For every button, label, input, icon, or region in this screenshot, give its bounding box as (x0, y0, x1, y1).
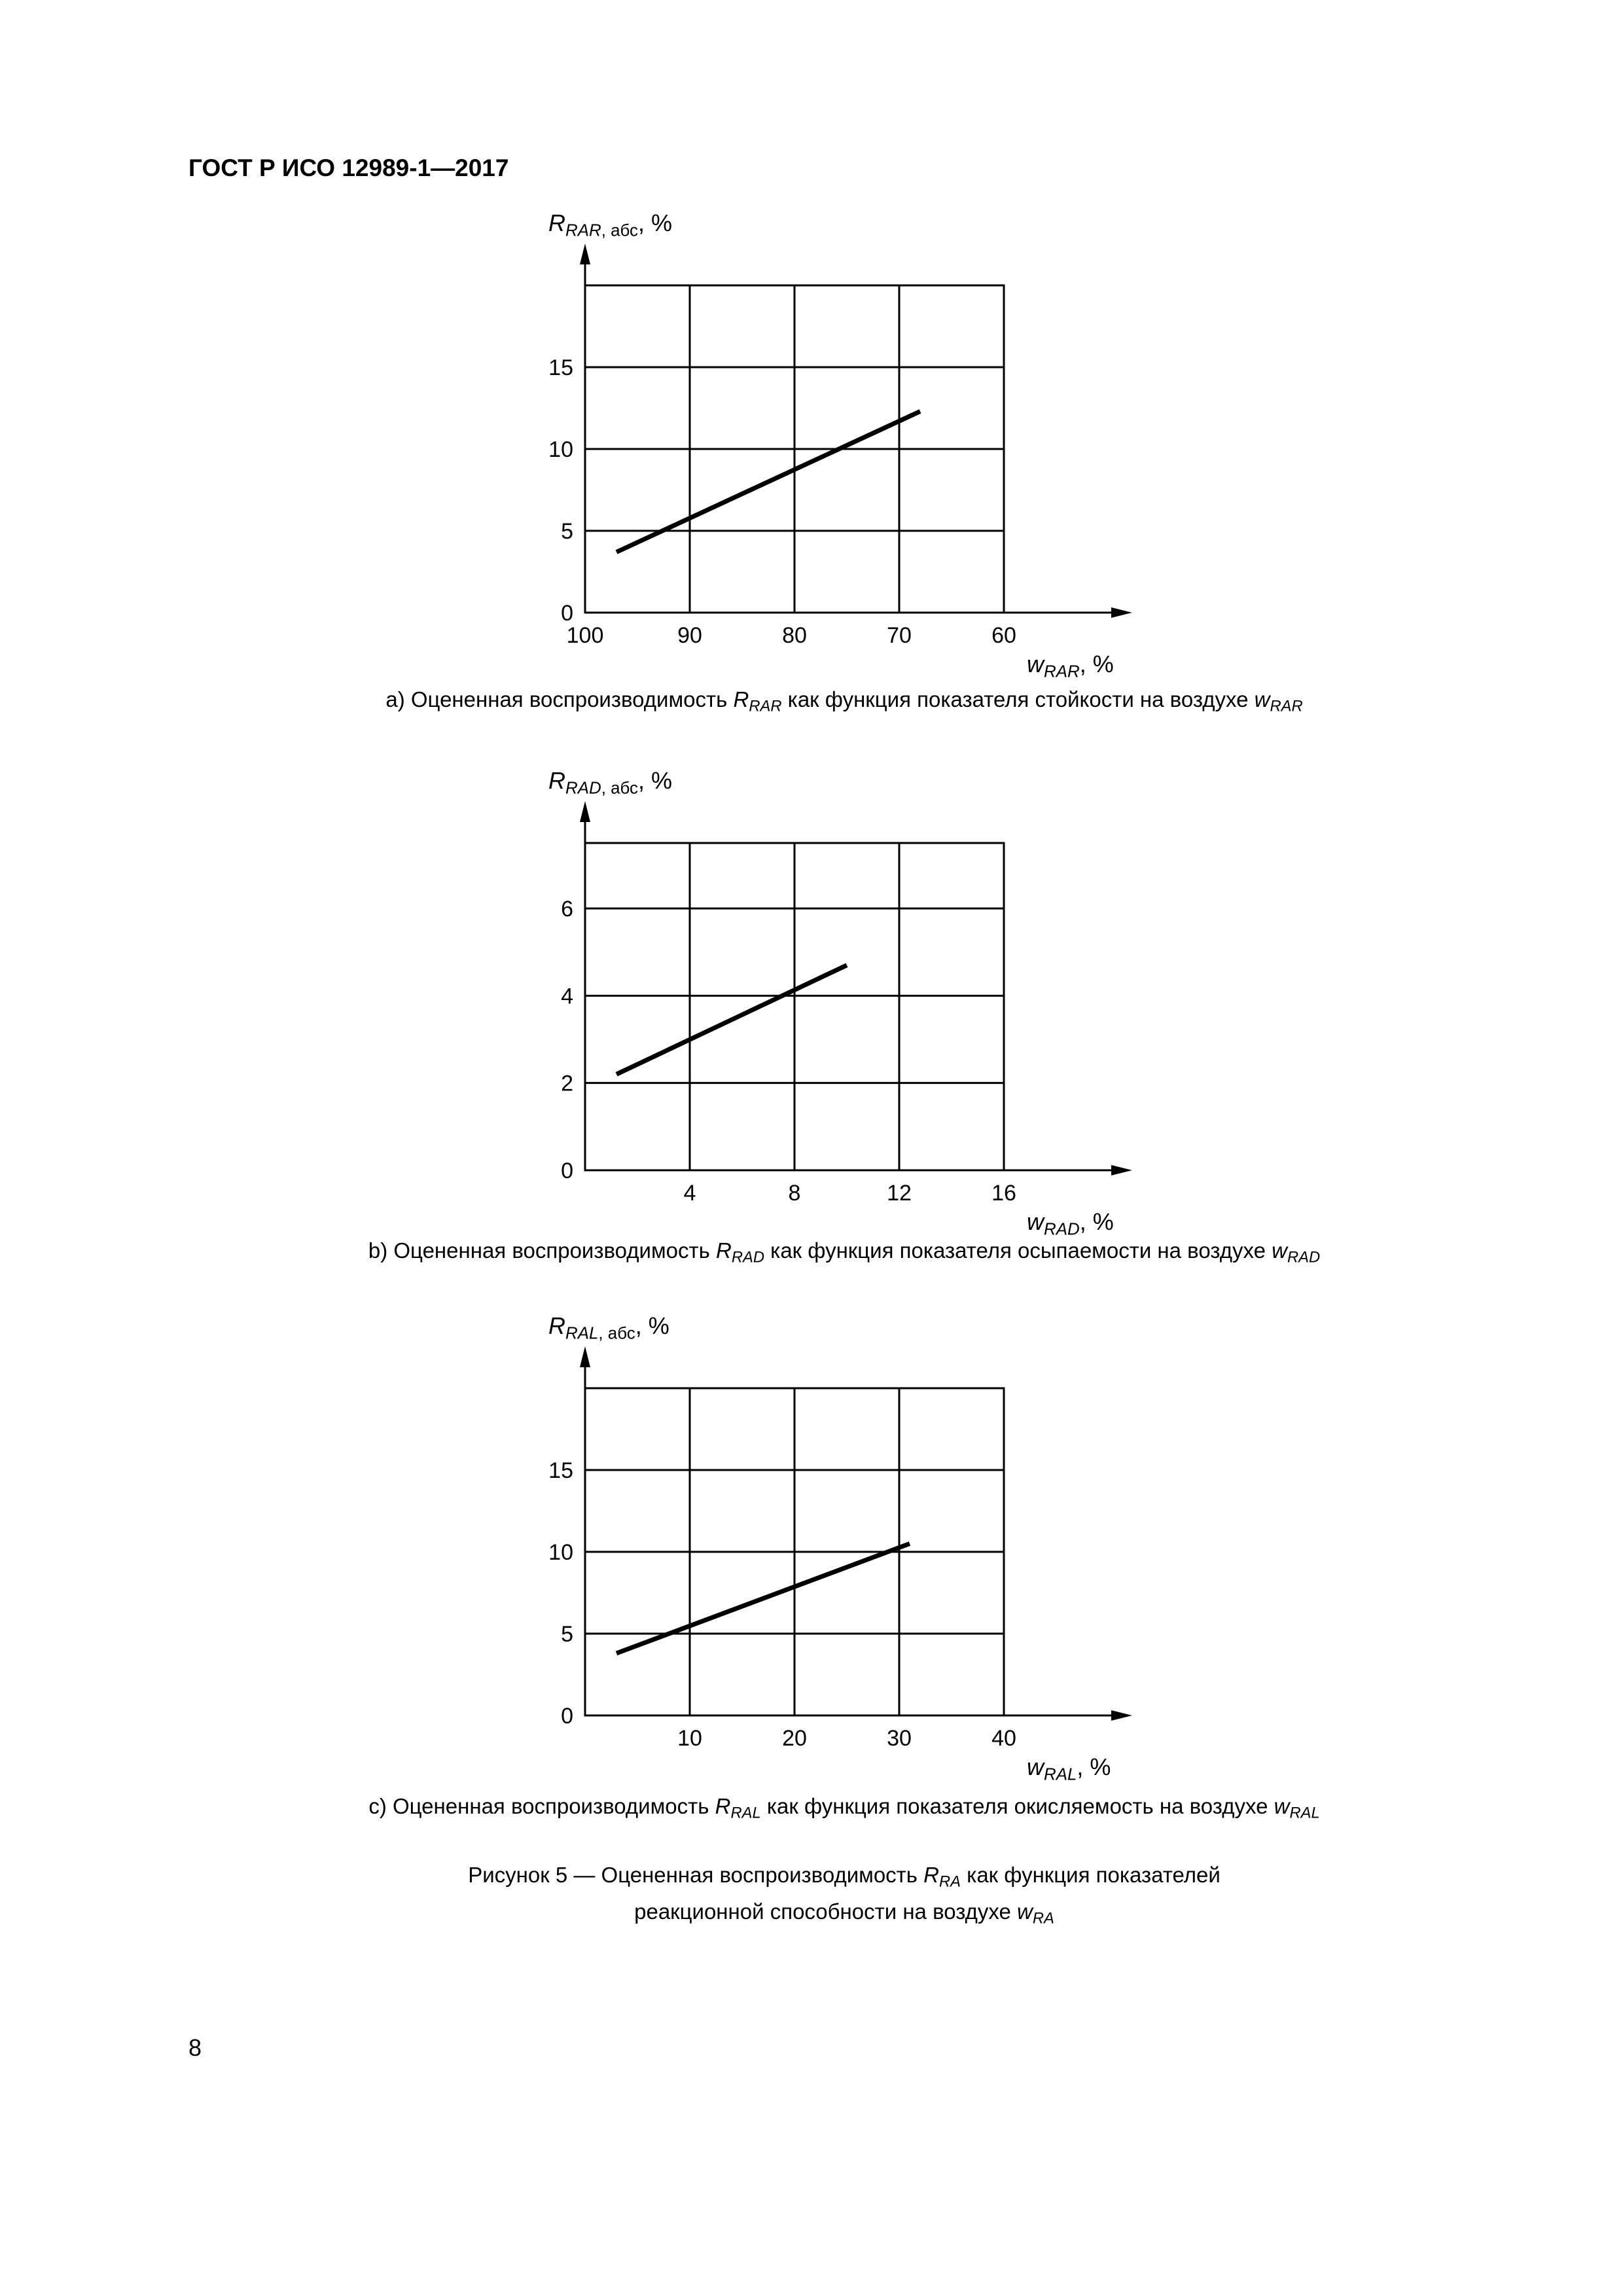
y-tick-label: 15 (548, 1458, 573, 1483)
x-tick-label: 30 (887, 1726, 912, 1751)
standard-header: ГОСТ Р ИСО 12989-1—2017 (188, 154, 509, 181)
chart-b-plot: 4 8 12 16 0 2 4 6 (561, 801, 1132, 1206)
chart-a-y-axis-label: RRAR, абс, % (548, 209, 673, 240)
x-tick-label: 80 (782, 623, 807, 648)
y-tick-label: 0 (561, 1158, 573, 1183)
chart-c-x-axis-label: wRAL, % (1027, 1753, 1111, 1784)
y-tick-label: 2 (561, 1071, 573, 1096)
x-tick-label: 4 (684, 1181, 696, 1206)
x-tick-label: 60 (991, 623, 1016, 648)
caption-chart-a: a) Оцененная воспроизводимость RRAR как … (385, 687, 1303, 715)
data-line (615, 1541, 911, 1656)
y-tick-label: 0 (561, 1704, 573, 1729)
y-tick-label: 5 (561, 1622, 573, 1647)
x-tick-label: 16 (991, 1181, 1016, 1206)
x-axis-arrow-icon (1111, 607, 1132, 618)
y-tick-label: 6 (561, 897, 573, 922)
x-axis-arrow-icon (1111, 1710, 1132, 1721)
caption-chart-b: b) Оцененная воспроизводимость RRAD как … (368, 1238, 1321, 1266)
chart-a: RRAR, абс, % 100 90 80 70 60 0 5 10 15 wRAR, % (507, 209, 1168, 680)
y-axis-arrow-icon (580, 801, 590, 822)
x-tick-label: 10 (677, 1726, 702, 1751)
y-tick-label: 15 (548, 355, 573, 380)
chart-b-x-axis-label: wRAD, % (1027, 1208, 1114, 1239)
chart-c-plot: 10 20 30 40 0 5 10 15 (548, 1346, 1132, 1751)
figure-caption-line1: Рисунок 5 — Оцененная воспроизводимость … (468, 1863, 1221, 1891)
x-tick-label: 12 (887, 1181, 912, 1206)
figure-caption-line2: реакционной способности на воздухе wRA (634, 1899, 1054, 1928)
chart-b: RRAD, абс, % 4 8 12 16 0 2 4 6 wRAD, % (507, 767, 1168, 1238)
data-line (615, 963, 848, 1077)
x-tick-label: 100 (567, 623, 604, 648)
x-tick-label: 8 (789, 1181, 801, 1206)
chart-a-x-axis-label: wRAR, % (1027, 651, 1114, 681)
chart-c: RRAL, абс, % 10 20 30 40 0 5 10 15 wRAL, % (507, 1312, 1168, 1783)
data-line (615, 409, 921, 554)
x-axis-arrow-icon (1111, 1165, 1132, 1175)
y-axis-arrow-icon (580, 1346, 590, 1367)
x-tick-label: 20 (782, 1726, 807, 1751)
y-tick-label: 10 (548, 437, 573, 462)
y-tick-label: 0 (561, 601, 573, 626)
chart-b-y-axis-label: RRAD, абс, % (548, 767, 673, 798)
y-tick-label: 10 (548, 1540, 573, 1565)
page-number: 8 (188, 2034, 202, 2061)
x-tick-label: 90 (677, 623, 702, 648)
y-axis-arrow-icon (580, 243, 590, 264)
y-tick-label: 4 (561, 984, 573, 1009)
chart-c-y-axis-label: RRAL, абс, % (548, 1312, 669, 1343)
y-tick-label: 5 (561, 519, 573, 544)
x-tick-label: 70 (887, 623, 912, 648)
x-tick-label: 40 (991, 1726, 1016, 1751)
caption-chart-c: c) Оцененная воспроизводимость RRAL как … (368, 1794, 1320, 1822)
chart-a-plot: 100 90 80 70 60 0 5 10 15 (548, 243, 1132, 648)
